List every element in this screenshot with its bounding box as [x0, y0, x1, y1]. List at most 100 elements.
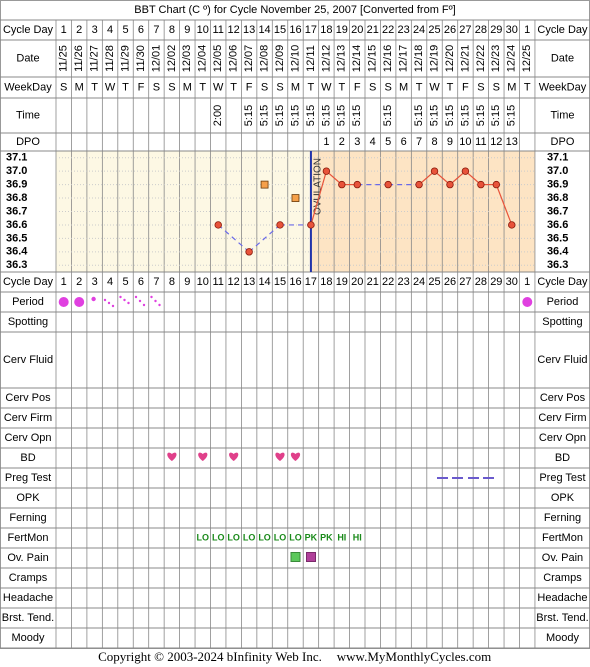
date-label: 12/01	[150, 45, 162, 73]
dpo-cell: 9	[447, 136, 453, 148]
date-label: 12/20	[444, 45, 456, 73]
row-label: Ferning	[9, 512, 46, 524]
date-label: 11/30	[135, 45, 147, 72]
row-label: WeekDay	[4, 81, 52, 93]
cycle_day-cell: 12	[228, 276, 240, 288]
row-label: Time	[16, 109, 40, 121]
date-label: 12/02	[166, 45, 178, 73]
date-label: 12/08	[258, 45, 270, 73]
cycle_day-cell: 30	[506, 276, 518, 288]
weekday-cell: M	[507, 81, 516, 93]
fertmon-label: LO	[197, 532, 210, 542]
cycle_day-cell: 16	[289, 24, 301, 36]
dpo-cell: 4	[370, 136, 376, 148]
row-label: Cerv Fluid	[3, 354, 53, 366]
temp-segment	[248, 224, 281, 253]
date-label: 12/04	[197, 45, 209, 73]
discarded-temp	[291, 194, 300, 202]
dpo-cell: 3	[354, 136, 360, 148]
fertmon-label: HI	[353, 532, 362, 542]
cycle_day-cell: 7	[153, 24, 159, 36]
row-label: Preg Test	[5, 472, 51, 484]
date-label: 12/05	[212, 45, 224, 73]
period-heavy	[74, 297, 85, 307]
dpo-cell: 1	[323, 136, 329, 148]
row-label: Cerv Pos	[540, 392, 586, 404]
weekday-cell: S	[261, 81, 268, 93]
row-label: Spotting	[542, 316, 582, 328]
cycle_day-cell: 20	[351, 276, 363, 288]
cycle_day-cell: 14	[258, 276, 270, 288]
weekday-cell: S	[276, 81, 283, 93]
row-label: Headache	[3, 592, 53, 604]
y-tick-label: 36.7	[6, 205, 27, 217]
row-label: Date	[16, 52, 39, 64]
cycle_day-cell: 20	[351, 24, 363, 36]
temp-segment	[495, 184, 513, 226]
row-label: Cramps	[9, 572, 48, 584]
copyright: Copyright © 2003-2024 bInfinity Web Inc.	[98, 649, 322, 664]
cycle_day-cell: 8	[169, 276, 175, 288]
temp-point	[446, 180, 454, 189]
dpo-cell: 11	[475, 136, 486, 148]
cycle_day-cell: 28	[475, 24, 487, 36]
time-label: 5:15	[258, 105, 270, 126]
weekday-cell: T	[91, 81, 98, 93]
cycle_day-cell: 10	[197, 276, 209, 288]
cycle_day-cell: 22	[382, 24, 394, 36]
cycle_day-cell: 24	[413, 276, 425, 288]
cycle_day-cell: 16	[289, 276, 301, 288]
cycle_day-cell: 24	[413, 24, 425, 36]
fertmon-label: PK	[305, 532, 318, 542]
weekday-cell: F	[138, 81, 145, 93]
temp-point	[430, 167, 439, 175]
fertmon-label: LO	[289, 532, 302, 542]
cycle_day-cell: 11	[213, 276, 224, 288]
row-label: Moody	[546, 632, 580, 644]
cycle_day-cell: 27	[459, 24, 471, 36]
weekday-cell: S	[369, 81, 376, 93]
cycle_day-cell: 15	[274, 276, 286, 288]
cycle_day-cell: 2	[76, 24, 82, 36]
temp-point	[461, 167, 470, 175]
fertmon-label: LO	[258, 532, 271, 542]
ovulation-label: OVULATION	[313, 158, 324, 215]
date-label: 12/18	[413, 45, 425, 73]
cycle_day-cell: 22	[382, 276, 394, 288]
ov-pain-mark	[290, 552, 301, 562]
frame	[0, 0, 590, 649]
row-label: Cycle Day	[537, 24, 588, 36]
temp-point	[214, 221, 222, 229]
row-label: FertMon	[542, 532, 583, 544]
temp-point	[508, 221, 516, 229]
date-label: 12/06	[228, 45, 240, 73]
dpo-cell: 6	[401, 136, 407, 148]
date-label: 12/10	[289, 45, 301, 73]
row-label: Date	[551, 52, 574, 64]
row-label: Brst. Tend.	[2, 612, 54, 624]
cycle_day-cell: 13	[243, 24, 255, 36]
y-tick-label: 37.1	[6, 152, 27, 164]
cycle_day-cell: 5	[122, 276, 128, 288]
cycle_day-cell: 5	[122, 24, 128, 36]
time-label: 5:15	[289, 105, 301, 126]
date-label: 11/27	[89, 45, 101, 72]
dpo-cell: 2	[339, 136, 345, 148]
row-label: Cramps	[543, 572, 582, 584]
weekday-cell: S	[168, 81, 175, 93]
fertmon-label: LO	[227, 532, 240, 542]
cycle_day-cell: 10	[197, 24, 209, 36]
cycle_day-cell: 25	[428, 24, 440, 36]
weekday-cell: F	[246, 81, 253, 93]
cycle_day-cell: 1	[61, 276, 67, 288]
row-label: DPO	[16, 136, 40, 148]
weekday-cell: T	[524, 81, 531, 93]
row-label: Cerv Firm	[4, 412, 52, 424]
y-tick-label: 36.4	[547, 246, 569, 258]
cycle_day-cell: 4	[107, 24, 113, 36]
date-label: 11/29	[119, 45, 131, 72]
weekday-cell: S	[153, 81, 160, 93]
temp-segment	[217, 224, 250, 253]
time-label: 5:15	[506, 105, 518, 126]
cycle_day-cell: 29	[490, 276, 502, 288]
